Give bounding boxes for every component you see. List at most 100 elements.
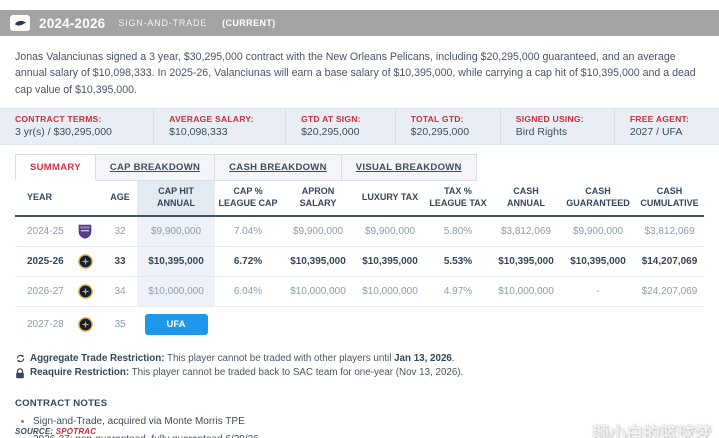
- salary-table: YEAR AGE CAP HIT ANNUAL CAP % LEAGUE CAP…: [15, 181, 704, 341]
- restriction-label: Aggregate Trade Restriction:: [30, 352, 165, 364]
- contract-notes-list: Sign-and-Trade, acquired via Monte Morri…: [33, 416, 704, 438]
- contract-notes-title: CONTRACT NOTES: [15, 397, 108, 409]
- restriction-body: This player cannot be traded back to SAC…: [129, 367, 464, 379]
- apron-salary-cell: $10,395,000: [290, 255, 346, 267]
- cash-annual-cell: $10,395,000: [498, 255, 554, 267]
- contract-terms-strip: CONTRACT TERMS: 3 yr(s) / $30,295,000 AV…: [0, 108, 719, 146]
- cap-pct-cell: 6.04%: [233, 285, 263, 297]
- term-gtd-at-sign: GTD AT SIGN: $20,295,000: [285, 109, 395, 145]
- cash-cumulative-cell: $24,207,069: [641, 285, 698, 297]
- cap-hit-cell: $10,395,000: [137, 246, 215, 277]
- source-line: SOURCE: SPOTRAC: [15, 427, 96, 436]
- trade-cycle-icon: [15, 353, 26, 364]
- year-cell: 2024-25: [27, 225, 64, 237]
- contract-type-label: SIGN-AND-TRADE: [118, 18, 208, 28]
- tab-label: VISUAL BREAKDOWN: [355, 162, 462, 174]
- age-cell: 32: [114, 225, 126, 237]
- cash-cumulative-cell: $14,207,069: [641, 255, 698, 267]
- col-cap-hit: CAP HIT ANNUAL: [137, 181, 215, 216]
- tab-label: CAP BREAKDOWN: [109, 162, 201, 174]
- cash-annual-cell: $10,000,000: [498, 285, 554, 297]
- tab-visual-breakdown[interactable]: VISUAL BREAKDOWN: [341, 154, 477, 182]
- table-row-current: 2025-26 33 $10,395,000 6.72% $10,395,000…: [15, 246, 704, 277]
- restriction-body: This player cannot be traded with other …: [164, 352, 395, 364]
- term-label: SIGNED USING:: [515, 114, 584, 125]
- tab-label: CASH BREAKDOWN: [229, 162, 327, 174]
- col-cap-pct: CAP % LEAGUE CAP: [218, 186, 278, 208]
- cap-hit-cell: $9,900,000: [137, 215, 215, 247]
- col-apron-salary: APRON SALARY: [299, 186, 337, 208]
- term-label: GTD AT SIGN:: [301, 114, 361, 125]
- cash-guaranteed-cell: $9,900,000: [572, 225, 624, 237]
- reaquire-restriction: Reaquire Restriction: This player cannot…: [15, 366, 704, 381]
- ufa-button[interactable]: UFA: [144, 313, 208, 335]
- col-year: YEAR: [27, 192, 53, 203]
- term-contract-terms: CONTRACT TERMS: 3 yr(s) / $30,295,000: [0, 109, 153, 144]
- col-cash-cumulative: CASH CUMULATIVE: [640, 186, 699, 208]
- tab-summary[interactable]: SUMMARY: [15, 154, 96, 182]
- tax-pct-cell: 5.53%: [443, 255, 473, 267]
- col-luxury-tax: LUXURY TAX: [361, 192, 419, 203]
- term-value: $20,295,000: [410, 126, 470, 139]
- restriction-text: Reaquire Restriction: This player cannot…: [30, 366, 463, 381]
- source-spotrac-link[interactable]: SPOTRAC: [55, 427, 97, 436]
- restriction-date: Jan 13, 2026: [394, 352, 452, 364]
- nuggets-circle-icon: [77, 283, 93, 299]
- age-cell: 34: [114, 285, 126, 297]
- term-value: $20,295,000: [301, 126, 360, 139]
- contract-note-item: 2026-27: non-guaranteed, fully guarantee…: [33, 434, 704, 438]
- contract-header-bar: 2024-2026 SIGN-AND-TRADE (CURRENT): [0, 10, 719, 36]
- source-label: SOURCE:: [15, 427, 54, 436]
- cash-cumulative-cell: $3,812,069: [644, 225, 695, 237]
- term-value: $10,098,333: [169, 126, 228, 139]
- nuggets-circle-icon: [77, 316, 93, 332]
- term-total-gtd: TOTAL GTD: $20,295,000: [394, 109, 500, 145]
- restriction-label: Reaquire Restriction:: [30, 367, 130, 379]
- col-team-logo: [67, 181, 103, 215]
- nuggets-circle-icon: [77, 253, 93, 269]
- contract-status-label: (CURRENT): [222, 18, 276, 28]
- table-header-row: YEAR AGE CAP HIT ANNUAL CAP % LEAGUE CAP…: [15, 181, 704, 216]
- apron-salary-cell: $10,000,000: [290, 285, 346, 297]
- restrictions-section: Aggregate Trade Restriction: This player…: [15, 352, 704, 381]
- apron-salary-cell: $9,900,000: [292, 225, 344, 237]
- aggregate-trade-restriction: Aggregate Trade Restriction: This player…: [15, 352, 704, 367]
- breakdown-tabs: SUMMARY CAP BREAKDOWN CASH BREAKDOWN VIS…: [15, 154, 704, 182]
- cash-guaranteed-cell: $10,395,000: [570, 255, 626, 267]
- cash-annual-cell: $3,812,069: [500, 225, 552, 237]
- pelican-team-logo-icon: [10, 15, 30, 31]
- tax-pct-cell: 4.97%: [443, 285, 473, 297]
- term-free-agent: FREE AGENT: 2027 / UFA: [613, 109, 719, 145]
- watermark-text: 颜小白的篮球梦: [592, 424, 711, 438]
- tab-cap-breakdown[interactable]: CAP BREAKDOWN: [95, 154, 216, 182]
- table-row: 2024-25 32 $9,900,000 7.04% $9,900,000 $…: [15, 215, 704, 247]
- col-age: AGE: [110, 192, 130, 203]
- cap-pct-cell: 6.72%: [233, 255, 263, 267]
- cap-hit-cell: $10,000,000: [137, 276, 215, 307]
- term-value: 3 yr(s) / $30,295,000: [15, 126, 112, 139]
- contract-note-item: Sign-and-Trade, acquired via Monte Morri…: [33, 416, 704, 427]
- restriction-suffix: .: [451, 352, 455, 364]
- table-row: 2026-27 34 $10,000,000 6.04% $10,000,000…: [15, 276, 704, 307]
- team-logo-den: [67, 246, 103, 276]
- tax-pct-cell: 5.80%: [443, 225, 473, 237]
- contract-years: 2024-2026: [39, 15, 106, 31]
- cash-guaranteed-cell: -: [596, 285, 600, 297]
- contract-notes-section: CONTRACT NOTES Sign-and-Trade, acquired …: [15, 398, 704, 438]
- col-cash-guaranteed: CASH GUARANTEED: [566, 186, 630, 208]
- lock-icon: [15, 368, 26, 379]
- term-value: 2027 / UFA: [629, 126, 683, 139]
- col-tax-pct: TAX % LEAGUE TAX: [429, 186, 487, 208]
- term-signed-using: SIGNED USING: Bird Rights: [499, 109, 614, 145]
- ufa-cell: UFA: [137, 306, 215, 342]
- cap-pct-cell: 7.04%: [233, 225, 263, 237]
- term-label: AVERAGE SALARY:: [169, 114, 254, 125]
- age-cell: 35: [114, 318, 126, 330]
- term-label: FREE AGENT:: [629, 114, 690, 125]
- tab-cash-breakdown[interactable]: CASH BREAKDOWN: [215, 154, 342, 182]
- restriction-text: Aggregate Trade Restriction: This player…: [30, 352, 455, 367]
- term-label: TOTAL GTD:: [410, 114, 464, 125]
- team-logo-den: [67, 306, 103, 342]
- luxury-tax-cell: $10,395,000: [362, 255, 418, 267]
- bird-icon: [14, 20, 26, 25]
